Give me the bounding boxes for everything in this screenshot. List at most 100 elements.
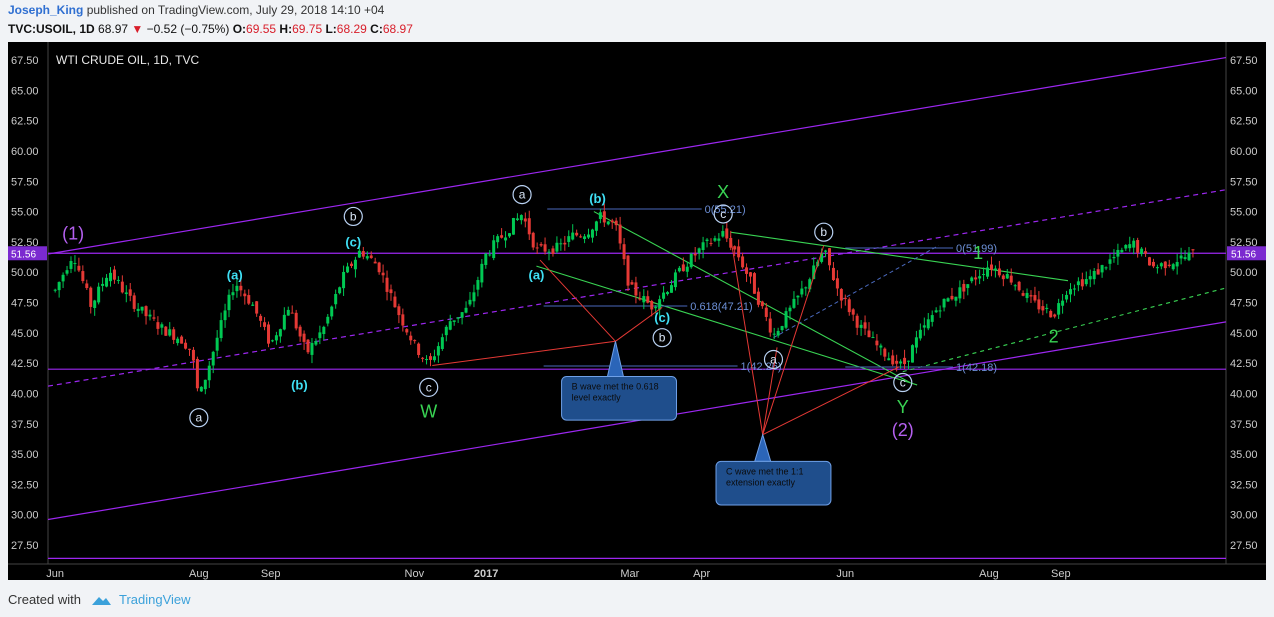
candle-body [666, 292, 670, 295]
candle-body [828, 248, 832, 266]
candle-body [326, 316, 330, 324]
wave-label: Y [897, 397, 909, 417]
candle-body [515, 218, 519, 220]
wave-label-circle [512, 184, 532, 205]
candle-body [958, 287, 962, 299]
candle-body [353, 259, 357, 270]
candle-body [883, 348, 887, 357]
candle-body [460, 312, 464, 318]
candle-body [140, 306, 144, 311]
open-value: 69.55 [246, 22, 277, 36]
cloud-logo-icon [91, 596, 111, 605]
candle-body [1151, 261, 1155, 267]
candle-body [784, 311, 788, 328]
candle-body [748, 272, 752, 277]
candle-body [527, 218, 531, 235]
wave-label: b [820, 225, 827, 239]
candle-body [1112, 257, 1116, 259]
y-tick-label-left: 30.00 [11, 510, 39, 522]
candle-body [1144, 251, 1148, 254]
candle-body [65, 270, 69, 274]
wave-label: 1 [973, 243, 983, 263]
candle-body [922, 325, 926, 328]
candle-body [136, 308, 140, 311]
candle-body [389, 289, 393, 294]
callout-tail [754, 432, 772, 462]
candle-body [930, 315, 934, 322]
chart-title: WTI CRUDE OIL, 1D, TVC [56, 53, 199, 67]
price-chart[interactable]: 67.50 67.50 65.00 65.00 62.50 62.50 60.00 60.00… [8, 42, 1266, 580]
candle-body [1009, 275, 1013, 283]
x-tick-label: 2017 [474, 568, 498, 580]
candle-body [492, 240, 496, 259]
annotation-arrow [539, 259, 616, 342]
candle-body [215, 337, 219, 351]
candle-body [361, 251, 365, 257]
candle-body [705, 239, 709, 241]
tradingview-link[interactable]: TradingView [89, 592, 191, 607]
y-tick-label-left: 45.00 [11, 328, 39, 340]
candle-body [176, 338, 180, 344]
candle-body [93, 300, 97, 309]
candle-body [1187, 252, 1191, 261]
close-label: C: [370, 22, 383, 36]
y-tick-label-left: 32.50 [11, 479, 39, 491]
candle-body [863, 322, 867, 329]
candle-body [239, 285, 243, 291]
candle-body [1025, 292, 1029, 299]
candle-body [180, 336, 184, 344]
y-tick-label-right: 47.50 [1230, 298, 1258, 310]
candle-body [796, 295, 800, 298]
candle-body [772, 333, 776, 335]
candle-body [77, 265, 81, 271]
candle-body [144, 306, 148, 317]
wave-label: b [659, 331, 666, 345]
candle-body [970, 277, 974, 282]
candle-body [286, 309, 290, 316]
candle-body [910, 345, 914, 363]
y-tick-label-right: 55.00 [1230, 207, 1258, 219]
candle-body [444, 326, 448, 336]
y-tick-label-left: 47.50 [11, 298, 39, 310]
candle-body [357, 250, 361, 258]
y-tick-label-left: 52.50 [11, 237, 39, 249]
candle-body [472, 292, 476, 302]
candle-body [385, 277, 389, 292]
author-link[interactable]: Joseph_King [8, 3, 84, 17]
candle-body [962, 283, 966, 292]
candle-body [191, 349, 195, 361]
y-tick-label-left: 57.50 [11, 176, 39, 188]
candle-body [1167, 264, 1171, 266]
y-tick-label-left: 67.50 [11, 55, 39, 67]
candle-body [788, 307, 792, 312]
candle-body [697, 248, 701, 254]
y-tick-label-right: 50.00 [1230, 267, 1258, 279]
y-tick-label-left: 62.50 [11, 116, 39, 128]
candle-body [1096, 269, 1100, 275]
candle-body [274, 335, 278, 341]
chart-area[interactable]: 67.50 67.50 65.00 65.00 62.50 62.50 60.00 60.00… [8, 42, 1266, 580]
candle-body [523, 218, 527, 222]
candle-body [938, 310, 942, 312]
candle-body [464, 307, 468, 313]
y-tick-label-right: 37.50 [1230, 419, 1258, 431]
candle-body [1171, 264, 1175, 270]
candle-body [895, 360, 899, 364]
y-tick-label-left: 37.50 [11, 419, 39, 431]
wave-label: a [195, 411, 202, 425]
candle-body [89, 287, 93, 307]
candle-body [160, 324, 164, 328]
candle-body [330, 306, 334, 317]
candle-body [1068, 289, 1072, 295]
low-value: 68.29 [336, 22, 367, 36]
y-tick-label-left: 50.00 [11, 267, 39, 279]
candle-body [531, 232, 535, 248]
callout-box [561, 375, 678, 421]
candle-body [551, 248, 555, 254]
candle-body [452, 320, 456, 322]
candle-body [725, 228, 729, 239]
x-tick-label: Aug [979, 568, 999, 580]
wave-label: (c) [345, 235, 361, 250]
candle-body [168, 329, 172, 336]
y-tick-label-left: 55.00 [11, 207, 39, 219]
